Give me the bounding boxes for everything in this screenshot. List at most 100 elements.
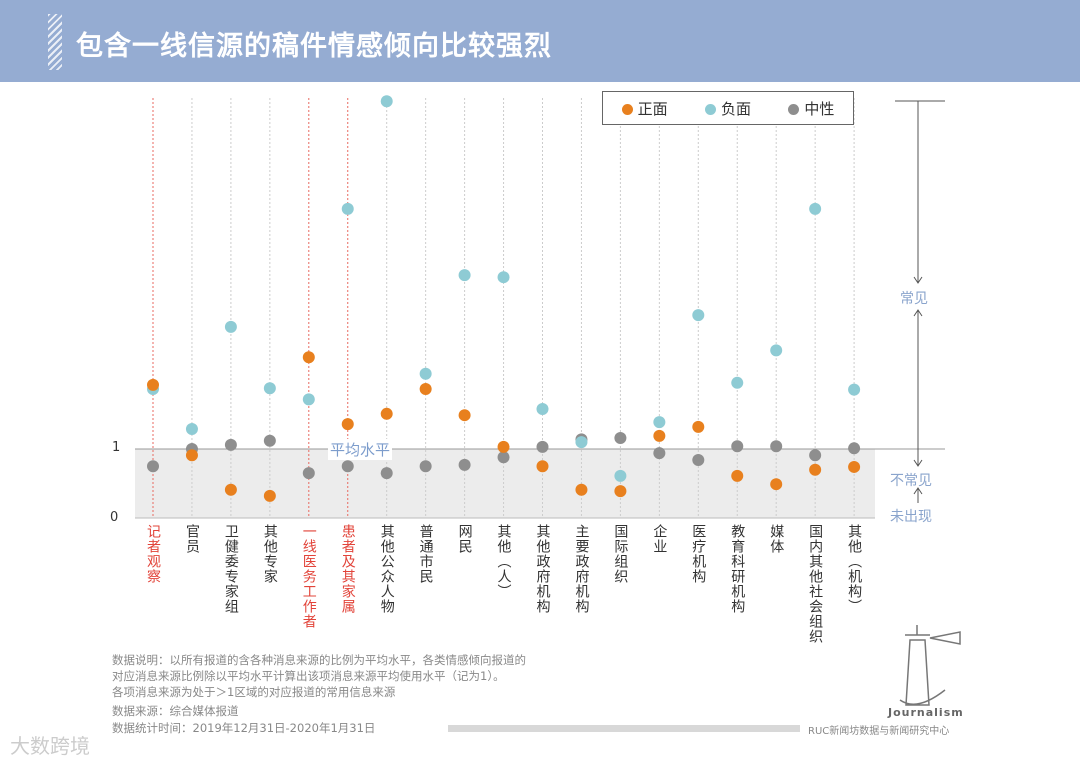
footer-bar — [448, 725, 800, 732]
category-label: 普通市民 — [417, 524, 434, 584]
point-negative — [302, 393, 315, 406]
point-positive — [341, 418, 354, 431]
data-notes: 数据说明：以所有报道的含各种消息来源的比例为平均水平，各类情感倾向报道的 对应消… — [112, 652, 526, 700]
point-neutral — [848, 442, 861, 455]
category-label: 国内其他社会组织 — [807, 524, 824, 644]
category-label: 其他政府机构 — [534, 524, 551, 614]
point-negative — [536, 402, 549, 415]
legend-label: 中性 — [804, 99, 835, 118]
point-positive — [653, 429, 666, 442]
legend-item-neutral: 中性 — [788, 98, 834, 119]
category-label: 其他公众人物 — [378, 524, 395, 614]
category-label: 记者观察 — [145, 524, 161, 584]
point-positive — [770, 478, 783, 491]
stripe-decoration — [48, 14, 62, 70]
point-positive — [302, 351, 315, 364]
point-negative — [341, 202, 354, 215]
point-positive — [263, 489, 276, 502]
point-positive — [185, 449, 198, 462]
gray-dot-icon — [788, 103, 800, 115]
point-negative — [614, 469, 627, 482]
category-label: 一线医务工作者 — [300, 524, 317, 629]
point-neutral — [263, 434, 276, 447]
category-label: 教育科研机构 — [729, 524, 746, 614]
legend-label: 负面 — [720, 99, 751, 118]
point-positive — [419, 382, 432, 395]
data-source: 数据来源：综合媒体报道 — [112, 704, 239, 718]
point-negative — [419, 367, 432, 380]
note-line: 对应消息来源比例除以平均水平计算出该项消息来源平均使用水平（记为1）。 — [112, 669, 505, 683]
point-positive — [731, 469, 744, 482]
arrow-down-icon — [913, 276, 923, 284]
category-label: 主要政府机构 — [573, 524, 590, 614]
arrow-up-icon — [913, 487, 923, 495]
arrow-down-icon — [913, 459, 923, 467]
arrow-up-icon — [913, 309, 923, 317]
annotation-common: 常见 — [900, 291, 928, 307]
credit: RUC新闻坊数据与新闻研究中心 — [808, 726, 950, 737]
annotation-absent: 未出现 — [890, 509, 932, 525]
point-neutral — [341, 460, 354, 473]
point-positive — [536, 460, 549, 473]
category-label: 其他（人） — [495, 524, 512, 599]
point-neutral — [302, 467, 315, 480]
category-label: 其他专家 — [261, 524, 278, 584]
point-neutral — [458, 458, 471, 471]
point-positive — [614, 485, 627, 498]
point-neutral — [770, 440, 783, 453]
point-positive — [848, 460, 861, 473]
point-positive — [692, 420, 705, 433]
category-label: 网民 — [456, 524, 473, 554]
point-positive — [458, 409, 471, 422]
point-positive — [224, 483, 237, 496]
point-positive — [575, 483, 588, 496]
y-tick-1: 1 — [112, 440, 121, 455]
point-neutral — [653, 447, 666, 460]
page-title: 包含一线信源的稿件情感倾向比较强烈 — [76, 31, 552, 62]
legend-label: 正面 — [637, 99, 668, 118]
legend-item-negative: 负面 — [704, 98, 751, 119]
orange-dot-icon — [621, 103, 633, 115]
point-negative — [497, 271, 510, 284]
category-label: 患者及其家属 — [339, 524, 356, 614]
category-label: 医疗机构 — [690, 524, 707, 584]
point-positive — [380, 407, 393, 420]
source-block: 数据来源：综合媒体报道 数据统计时间：2019年12月31日-2020年1月31… — [112, 703, 375, 737]
point-neutral — [692, 454, 705, 467]
legend-item-positive: 正面 — [621, 98, 668, 119]
watermark: 大数跨境 — [10, 734, 90, 758]
blue-dot-icon — [704, 103, 716, 115]
point-negative — [380, 95, 393, 108]
point-negative — [848, 383, 861, 396]
point-negative — [575, 436, 588, 449]
point-negative — [185, 422, 198, 435]
point-neutral — [224, 438, 237, 451]
point-neutral — [536, 440, 549, 453]
point-neutral — [614, 431, 627, 444]
logo-text: Journalism — [888, 706, 964, 719]
point-neutral — [419, 460, 432, 473]
category-label: 企业 — [651, 524, 668, 554]
point-neutral — [147, 460, 159, 473]
point-negative — [224, 320, 237, 333]
category-label: 其他（机构） — [846, 524, 863, 614]
note-line: 各项消息来源为处于＞1区域的对应报道的常用信息来源 — [112, 685, 396, 699]
point-negative — [653, 416, 666, 429]
point-positive — [497, 440, 510, 453]
point-positive — [147, 378, 159, 391]
y-tick-0: 0 — [110, 510, 119, 525]
lighthouse-logo-icon — [899, 625, 961, 706]
point-negative — [692, 309, 705, 322]
category-label: 官员 — [183, 524, 200, 554]
category-label: 媒体 — [768, 524, 785, 554]
point-negative — [731, 376, 744, 389]
category-label: 国际组织 — [612, 524, 629, 584]
note-line: 数据说明：以所有报道的含各种消息来源的比例为平均水平，各类情感倾向报道的 — [112, 653, 526, 667]
legend: 正面 负面 中性 — [602, 91, 854, 125]
point-neutral — [497, 451, 510, 464]
point-negative — [809, 202, 822, 215]
category-label: 卫健委专家组 — [222, 524, 239, 614]
point-neutral — [731, 440, 744, 453]
point-negative — [770, 344, 783, 357]
